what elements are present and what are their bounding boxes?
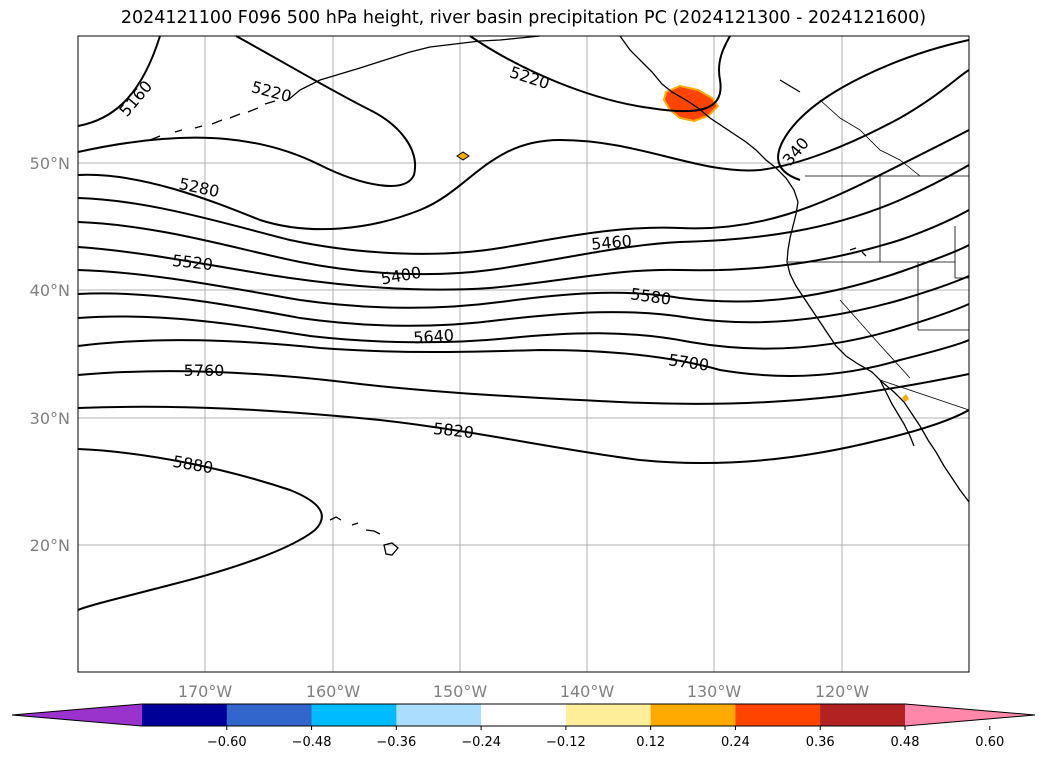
colorbar-tick-label: −0.60 (207, 735, 247, 750)
colorbar-tick-label: −0.24 (461, 735, 501, 750)
contour-label: 5220 (507, 62, 552, 93)
contour-5220-east (469, 35, 731, 113)
map-frame (77, 35, 970, 673)
alaska-coast (287, 35, 541, 101)
lat-label: 30°N (30, 409, 70, 428)
colorbar-segment (226, 704, 313, 726)
contour-label: 5400 (379, 263, 422, 289)
contour-5220-west (77, 35, 417, 187)
canada-provinces (819, 99, 921, 177)
contour-5340 (777, 39, 970, 181)
islands-misc (779, 79, 867, 257)
lon-label: 150°W (433, 682, 488, 701)
colorbar-segment (142, 704, 228, 726)
aleutian-islands (149, 100, 276, 141)
contour-5700 (77, 339, 970, 377)
contour-label: 5280 (177, 174, 221, 201)
contour-5640 (77, 303, 970, 350)
contour-label: 5880 (171, 452, 214, 478)
lon-label: 130°W (687, 682, 742, 701)
lat-label: 50°N (30, 154, 70, 173)
lat-label: 40°N (30, 281, 70, 300)
contour-5820 (77, 405, 970, 465)
colorbar-segment (481, 704, 567, 726)
contour-label: 5520 (171, 251, 213, 274)
colorbar: −0.60 −0.48 −0.36 −0.24 −0.12 0.12 0.24 0.36 0.4… (11, 703, 1036, 750)
colorbar-under-arrow (12, 704, 142, 726)
lon-label: 160°W (306, 682, 361, 701)
contour-label: 5820 (432, 419, 474, 442)
colorbar-segment (311, 704, 397, 726)
contour-5880 (77, 448, 323, 611)
contour-5760 (77, 370, 970, 405)
contour-label: 5640 (413, 326, 455, 348)
contour-5400 (77, 129, 970, 255)
colorbar-segment (565, 704, 652, 726)
precip-patch-baja (902, 394, 909, 402)
colorbar-tick-label: −0.36 (376, 735, 416, 750)
contour-5160 (77, 35, 161, 127)
coastlines (149, 35, 970, 556)
colorbar-tick-label: 0.60 (975, 735, 1004, 750)
contour-label: 5760 (184, 361, 225, 380)
contour-label: 5460 (590, 231, 632, 253)
lon-label: 170°W (178, 682, 233, 701)
panhandle-coast (619, 35, 799, 203)
colorbar-tick-label: −0.48 (292, 735, 332, 750)
map-title: 2024121100 F096 500 hPa height, river ba… (120, 8, 927, 28)
contour-5600 (77, 275, 970, 327)
contour-5580 (77, 244, 970, 309)
state-borders (788, 176, 970, 411)
contour-label: 5160 (115, 77, 156, 120)
baja-peninsula (879, 379, 915, 447)
latitude-labels: 50°N 40°N 30°N 20°N (30, 154, 70, 555)
contour-5280 (77, 69, 970, 231)
longitude-labels: 170°W 160°W 150°W 140°W 130°W 120°W (178, 682, 870, 701)
contour-5520 (77, 209, 970, 291)
lon-label: 120°W (815, 682, 870, 701)
colorbar-segment (650, 704, 736, 726)
colorbar-segment (820, 704, 906, 726)
contour-label: 5580 (629, 284, 672, 308)
hawaii-islands (329, 516, 399, 556)
colorbar-tick-label: 0.24 (721, 735, 750, 750)
colorbar-segment (396, 704, 482, 726)
lon-label: 140°W (560, 682, 615, 701)
west-coast-us (786, 201, 970, 503)
contour-label: 5700 (667, 350, 710, 374)
political-borders (788, 99, 970, 411)
colorbar-outline (11, 703, 1036, 727)
height-contours (77, 35, 970, 611)
colorbar-tick-label: −0.12 (546, 735, 586, 750)
colorbar-tick-label: 0.48 (891, 735, 920, 750)
lat-label: 20°N (30, 536, 70, 555)
graticule (78, 36, 969, 672)
contour-5460 (77, 164, 970, 276)
precip-patch-ocean (456, 151, 470, 161)
colorbar-over-arrow (905, 704, 1035, 726)
colorbar-tick-label: 0.36 (806, 735, 835, 750)
colorbar-tick-label: 0.12 (636, 735, 665, 750)
colorbar-segment (735, 704, 821, 726)
